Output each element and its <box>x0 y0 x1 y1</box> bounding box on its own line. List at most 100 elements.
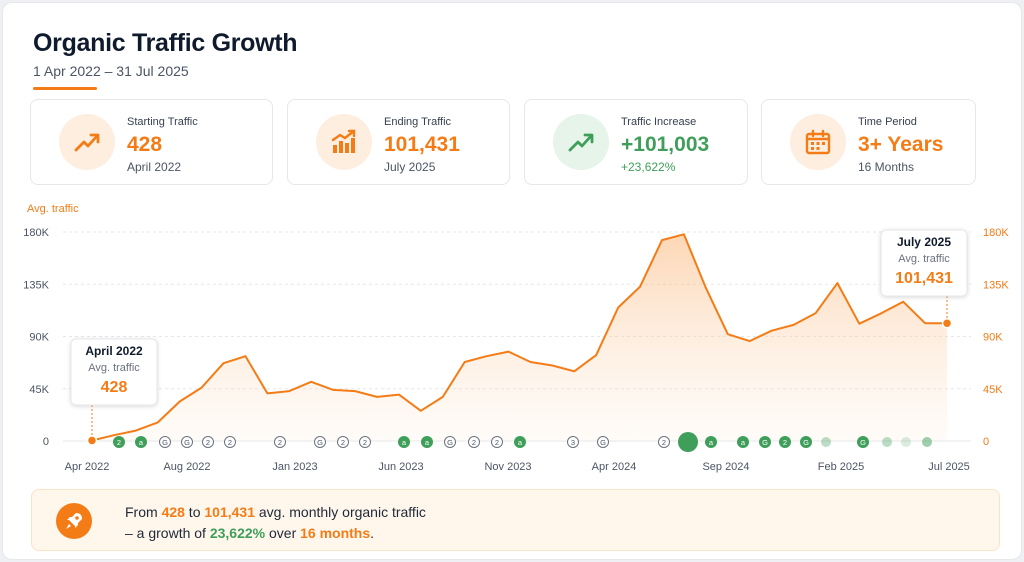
title-underline <box>33 87 97 90</box>
stat-value: 101,431 <box>384 133 460 156</box>
y-axis-label: Avg. traffic <box>27 203 79 215</box>
event-marker-circle <box>514 436 526 448</box>
event-marker-label: 2 <box>341 438 345 447</box>
event-marker: G <box>314 436 326 448</box>
stat-sub: 16 Months <box>858 160 915 174</box>
x-tick-label: Apr 2022 <box>65 461 110 473</box>
event-marker-circle <box>224 436 236 448</box>
event-marker-label: G <box>803 438 809 447</box>
x-tick-label: Jun 2023 <box>378 461 423 473</box>
annotation-title: July 2025 <box>897 235 951 249</box>
event-marker-label: a <box>425 438 430 447</box>
event-marker-circle <box>779 436 791 448</box>
calendar-icon <box>790 114 846 170</box>
y-tick-label-right: 45K <box>983 384 1003 396</box>
x-tick-label: Feb 2025 <box>818 461 864 473</box>
date-range: 1 Apr 2022 – 31 Jul 2025 <box>33 63 189 79</box>
event-marker-label: 2 <box>278 438 282 447</box>
stat-sub: +23,622% <box>621 160 676 174</box>
event-marker-circle <box>202 436 214 448</box>
summary-fragment: – a growth of <box>125 525 210 541</box>
stat-label: Ending Traffic <box>384 116 452 128</box>
annotation-box <box>70 338 158 406</box>
event-marker-circle <box>314 436 326 448</box>
event-marker-circle <box>737 436 749 448</box>
event-marker: 2 <box>113 436 125 448</box>
event-marker: a <box>705 436 717 448</box>
event-marker-circle <box>759 436 771 448</box>
event-marker-label: 2 <box>472 438 476 447</box>
event-marker-circle <box>705 436 717 448</box>
event-marker: G <box>597 436 609 448</box>
event-marker-circle <box>135 436 147 448</box>
annotation-label: Avg. traffic <box>898 253 950 265</box>
annotation-box <box>880 229 968 297</box>
summary-fragment: From <box>125 504 162 520</box>
event-marker-faded <box>922 437 932 447</box>
event-marker-circle <box>337 436 349 448</box>
event-marker: a <box>421 436 433 448</box>
event-marker: G <box>181 436 193 448</box>
event-marker: a <box>514 436 526 448</box>
event-marker-label: G <box>860 438 866 447</box>
event-marker-label: G <box>162 438 168 447</box>
x-tick-label: Sep 2024 <box>702 461 749 473</box>
event-marker: 2 <box>658 436 670 448</box>
x-tick-label: Jul 2025 <box>928 461 970 473</box>
event-marker: 2 <box>337 436 349 448</box>
event-marker-label: G <box>317 438 323 447</box>
y-tick-label-left: 180K <box>23 227 49 239</box>
event-marker-label: 2 <box>783 438 787 447</box>
y-tick-label-right: 0 <box>983 436 989 448</box>
stat-label: Starting Traffic <box>127 116 198 128</box>
event-marker-faded <box>882 437 892 447</box>
x-tick-label: Apr 2024 <box>592 461 637 473</box>
event-marker-label: a <box>402 438 407 447</box>
stat-value: 3+ Years <box>858 133 944 156</box>
event-marker-circle <box>491 436 503 448</box>
y-tick-label-right: 180K <box>983 227 1009 239</box>
event-marker-label: a <box>139 438 144 447</box>
summary-text: From 428 to 101,431 avg. monthly organic… <box>125 502 426 544</box>
event-marker: 2 <box>224 436 236 448</box>
summary-fragment: avg. monthly organic traffic <box>255 504 426 520</box>
summary-banner: From 428 to 101,431 avg. monthly organic… <box>31 489 1000 551</box>
event-marker-label: 3 <box>571 438 575 447</box>
event-marker-label: G <box>447 438 453 447</box>
stat-sub: April 2022 <box>127 160 182 174</box>
event-marker-label: 2 <box>117 438 121 447</box>
event-marker-circle <box>421 436 433 448</box>
chart-annotation: April 2022 Avg. traffic 428 <box>70 338 158 446</box>
trend-up-icon <box>59 114 115 170</box>
event-marker: G <box>759 436 771 448</box>
traffic-area-chart: Avg. traffic 0 45K 90K 135K 180K 0 45K 90K 135K… <box>23 203 1009 473</box>
event-marker: 3 <box>567 436 579 448</box>
y-tick-label-right: 90K <box>983 332 1003 344</box>
rocket-icon <box>56 503 92 539</box>
y-tick-label-right: 135K <box>983 279 1009 291</box>
stat-label: Time Period <box>858 116 917 128</box>
y-tick-label-left: 90K <box>29 332 49 344</box>
event-marker-circle <box>359 436 371 448</box>
traffic-line <box>91 233 947 442</box>
event-marker: 2 <box>779 436 791 448</box>
event-marker-circle <box>274 436 286 448</box>
stat-card-time-period: Time Period 3+ Years 16 Months <box>761 99 976 185</box>
annotation-value: 101,431 <box>895 270 953 287</box>
event-marker-circle <box>800 436 812 448</box>
x-tick-label: Jan 2023 <box>272 461 317 473</box>
y-tick-label-left: 45K <box>29 384 49 396</box>
stat-card-traffic-increase: Traffic Increase +101,003 +23,622% <box>524 99 748 185</box>
summary-fragment: to <box>184 504 205 520</box>
stat-label: Traffic Increase <box>621 116 697 128</box>
event-marker-circle <box>444 436 456 448</box>
page-title: Organic Traffic Growth <box>33 29 298 57</box>
event-marker: G <box>444 436 456 448</box>
traffic-area-fill <box>92 234 947 441</box>
event-marker: 2 <box>202 436 214 448</box>
stat-card-ending-traffic: Ending Traffic 101,431 July 2025 <box>287 99 510 185</box>
event-marker-label: a <box>518 438 523 447</box>
event-marker: 2 <box>274 436 286 448</box>
summary-growth-value: 23,622% <box>209 525 266 541</box>
